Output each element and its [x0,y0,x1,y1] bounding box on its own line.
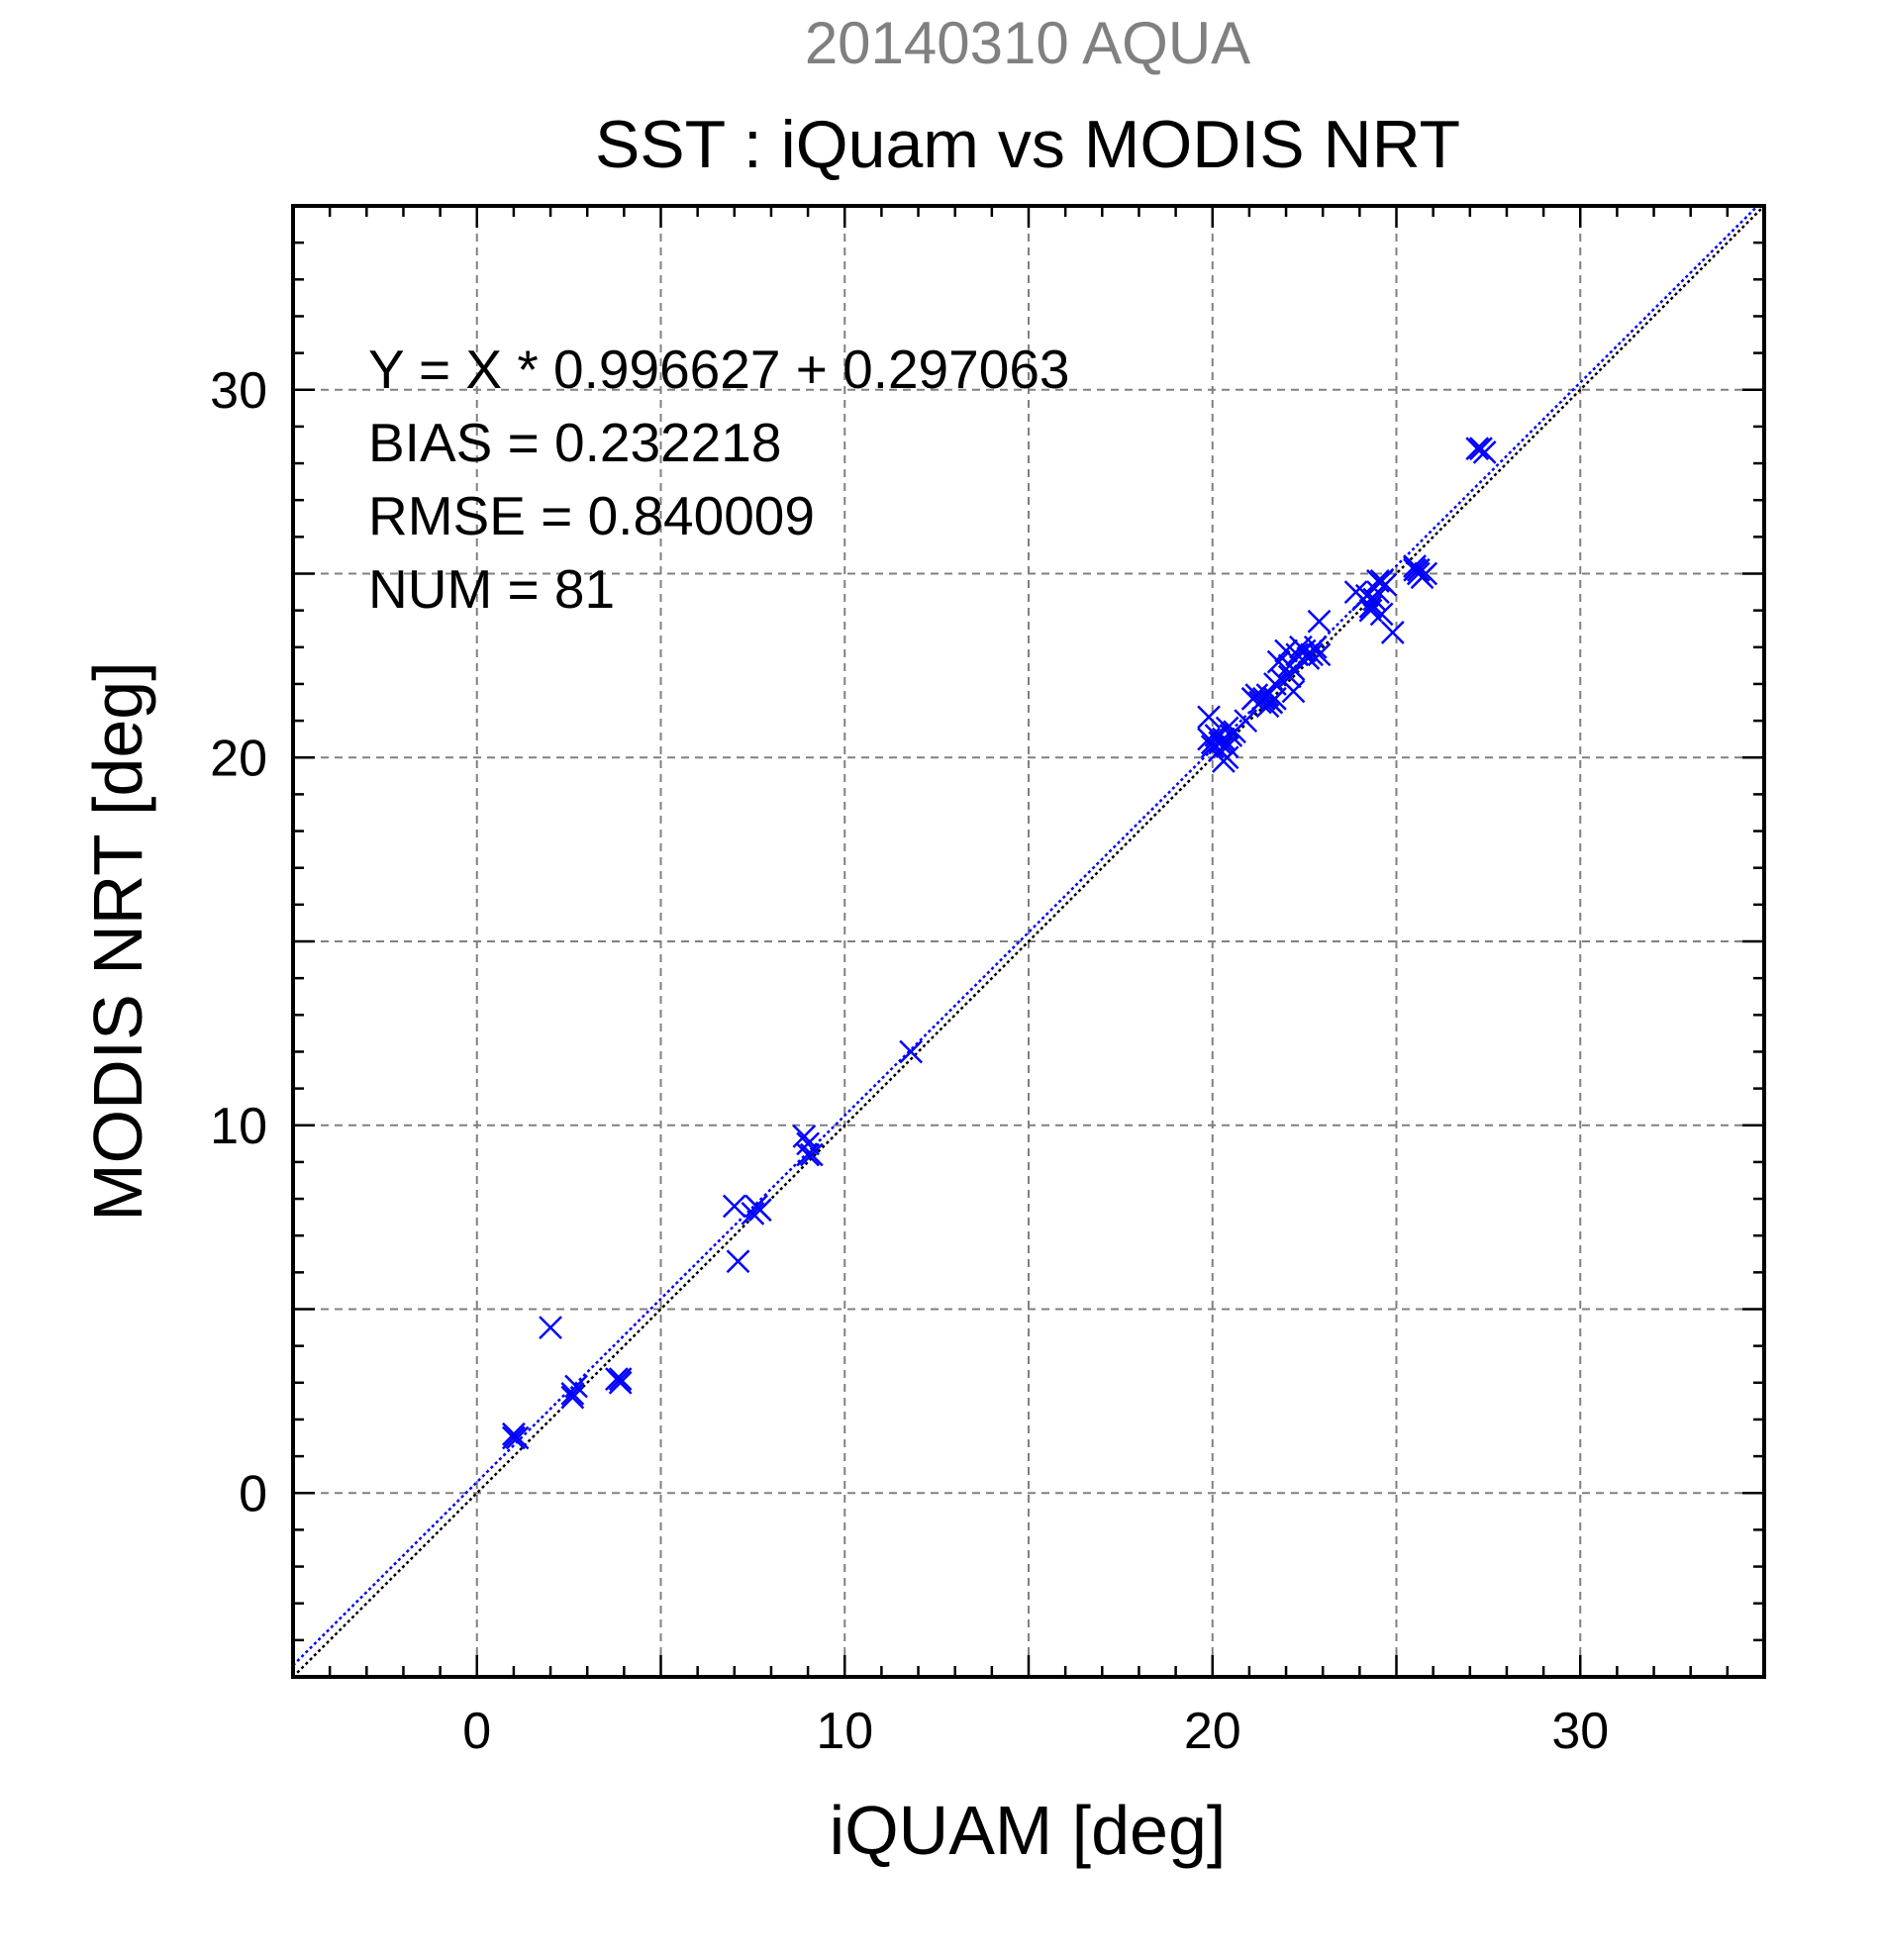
data-point [744,1194,768,1219]
y-tick-label: 10 [210,1098,267,1155]
data-point [1369,602,1394,627]
data-point [502,1425,526,1450]
data-points [502,437,1497,1450]
stats-box: Y = X * 0.996627 + 0.297063 BIAS = 0.2322… [368,339,1070,620]
x-tick-label: 0 [462,1703,491,1760]
x-axis-label: iQUAM [deg] [830,1792,1227,1869]
data-point [726,1249,750,1274]
data-point [722,1194,746,1219]
data-point [1414,561,1438,586]
data-point [1215,745,1239,770]
stat-line: Y = X * 0.996627 + 0.297063 [368,339,1070,400]
chart-supertitle: 20140310 AQUA [805,10,1250,76]
data-point [899,1039,924,1064]
data-point [796,1142,820,1167]
data-point [539,1316,562,1339]
data-point [799,1142,824,1167]
y-tick-label: 0 [239,1465,267,1522]
data-point [741,1202,765,1225]
stat-line: NUM = 81 [368,558,615,620]
y-tick-label: 30 [210,362,267,420]
chart-title: SST : iQuam vs MODIS NRT [595,107,1460,182]
data-point [1259,690,1284,715]
data-point [1263,672,1287,696]
data-point [1303,635,1328,659]
y-tick-label: 20 [210,730,267,787]
plot-frame [291,204,1766,1679]
data-point [1403,554,1427,578]
data-point [1277,664,1302,689]
data-point [792,1125,817,1148]
data-point [1281,657,1306,681]
data-point [1472,441,1497,464]
data-point [1366,569,1390,593]
data-point [1208,731,1233,755]
data-point [1307,642,1332,667]
data-point [1380,621,1405,644]
fit-lines [292,205,1765,1678]
fit-line [292,205,1759,1667]
stat-line: BIAS = 0.232218 [368,412,781,473]
data-point [1300,642,1324,667]
data-point [560,1382,585,1406]
reference-line [292,205,1765,1678]
x-tick-label: 10 [816,1703,873,1760]
data-point [502,1421,526,1446]
stat-line: RMSE = 0.840009 [368,485,815,546]
data-point [1197,705,1221,730]
data-point [1215,716,1239,740]
x-tick-label: 20 [1184,1703,1241,1760]
x-tick-label: 30 [1551,1703,1609,1760]
data-point [1307,609,1332,634]
data-point [608,1367,633,1391]
data-point [1358,595,1383,619]
data-point [1465,437,1490,461]
data-point [1281,679,1306,704]
data-point [1234,709,1258,733]
data-point [1373,572,1398,597]
data-point [560,1385,585,1410]
tick-labels: 0 10 20 30 0 10 20 30 [210,362,1609,1760]
data-point [608,1370,633,1395]
y-axis-label: MODIS NRT [deg] [79,661,156,1221]
